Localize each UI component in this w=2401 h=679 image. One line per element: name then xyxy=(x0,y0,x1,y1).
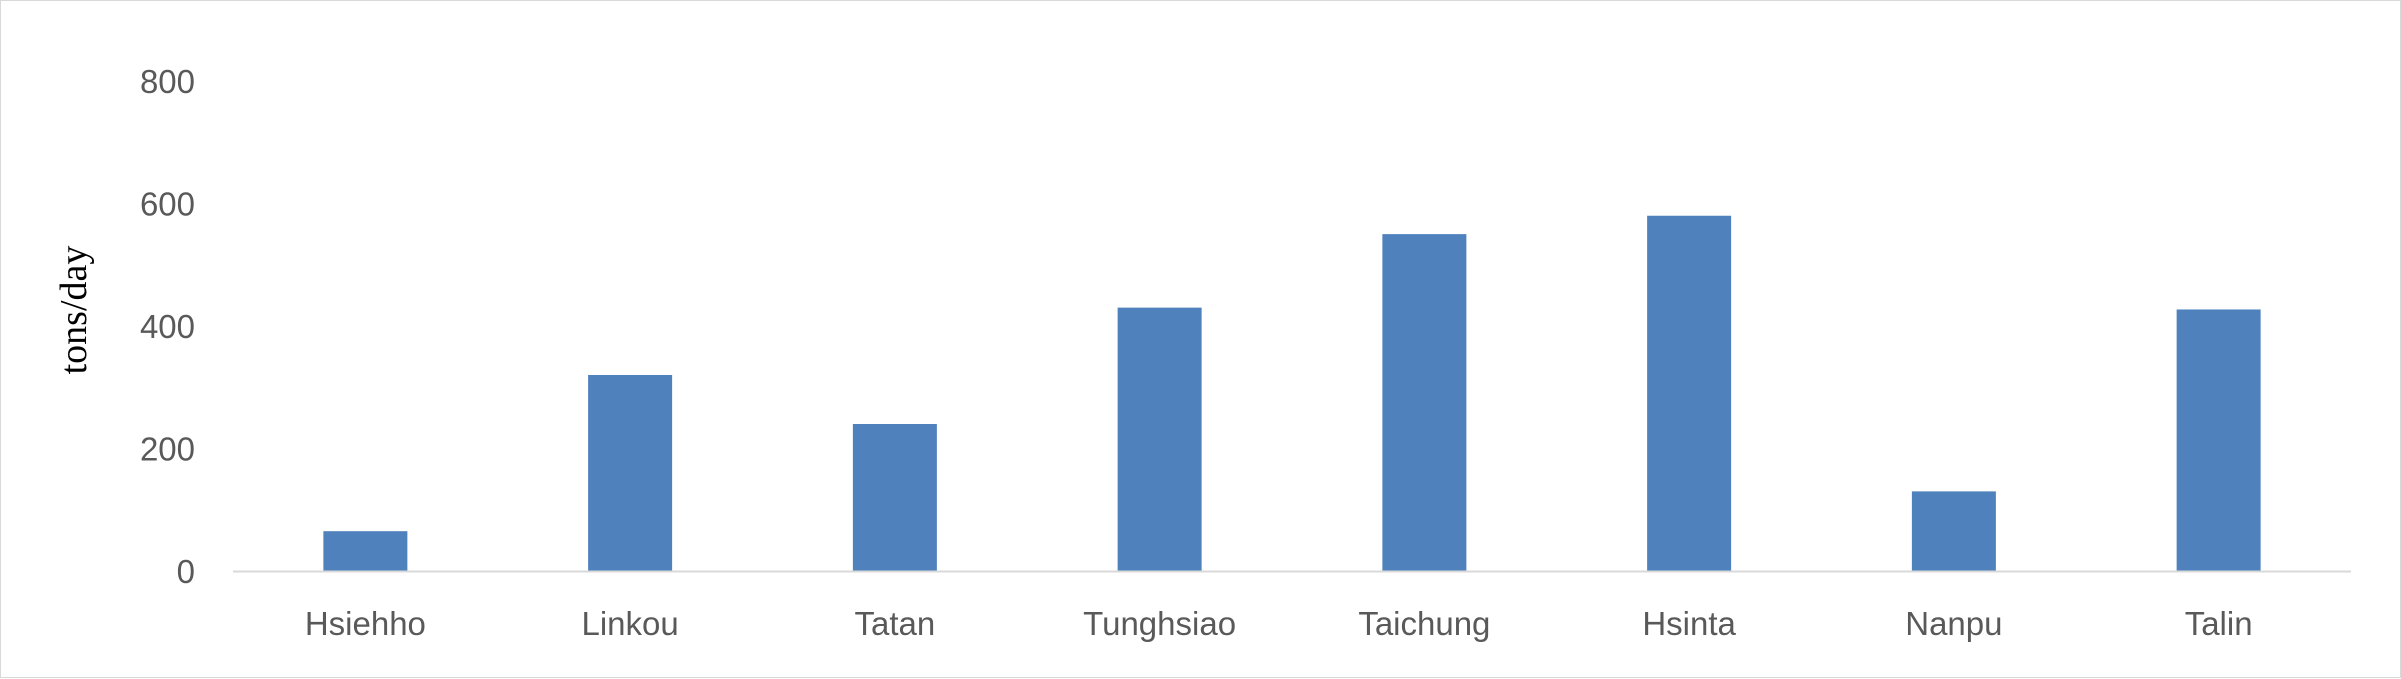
bar-nanpu xyxy=(1911,491,1996,571)
bar-talin xyxy=(2176,309,2261,571)
x-tick-label-tatan: Tatan xyxy=(855,605,936,642)
x-tick-label-taichung: Taichung xyxy=(1358,605,1490,642)
bar-hsiehho xyxy=(323,531,408,571)
y-axis-label: tons/day xyxy=(53,246,95,375)
y-tick-label-800: 800 xyxy=(140,63,195,100)
bar-linkou xyxy=(588,375,673,571)
y-tick-label-400: 400 xyxy=(140,308,195,345)
y-tick-label-600: 600 xyxy=(140,186,195,223)
y-tick-label-0: 0 xyxy=(177,553,195,590)
bar-hsinta xyxy=(1647,215,1732,571)
x-tick-label-talin: Talin xyxy=(2185,605,2253,642)
bar-taichung xyxy=(1382,234,1467,571)
x-tick-label-tunghsiao: Tunghsiao xyxy=(1083,605,1236,642)
bar-tunghsiao xyxy=(1117,307,1202,571)
y-tick-label-200: 200 xyxy=(140,431,195,468)
x-tick-label-nanpu: Nanpu xyxy=(1905,605,2002,642)
bar-tatan xyxy=(852,424,937,571)
bars-group xyxy=(323,215,2261,571)
x-tick-label-hsinta: Hsinta xyxy=(1642,605,1736,642)
y-tick-labels: 0 200 400 600 800 xyxy=(140,63,195,590)
x-tick-label-hsiehho: Hsiehho xyxy=(305,605,426,642)
x-tick-labels: Hsiehho Linkou Tatan Tunghsiao Taichung Hsint… xyxy=(305,605,2253,642)
x-tick-label-linkou: Linkou xyxy=(582,605,679,642)
